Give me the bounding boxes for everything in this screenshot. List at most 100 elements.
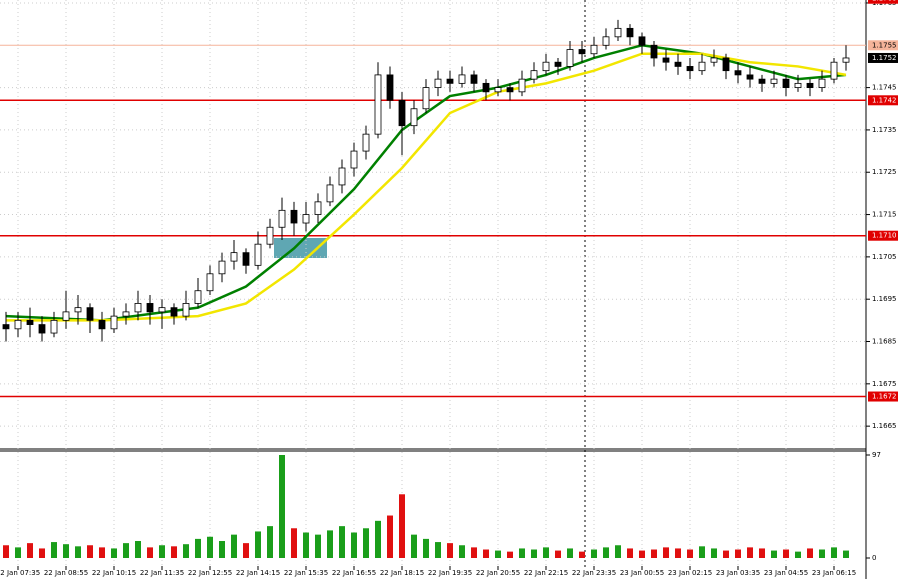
level-label-box: [868, 0, 898, 4]
volume-bar: [255, 531, 261, 558]
volume-bar: [135, 541, 141, 558]
volume-bar: [99, 547, 105, 558]
candle-body: [146, 303, 154, 313]
volume-bar: [687, 549, 693, 558]
volume-bar: [519, 548, 525, 558]
volume-bar: [543, 547, 549, 558]
x-tick-label: 22 Jan 14:15: [236, 569, 280, 577]
last-price-label: 1.1752: [872, 54, 897, 62]
volume-bar: [291, 528, 297, 558]
candle-body: [50, 319, 58, 334]
candle-body: [122, 311, 130, 317]
volume-bar: [303, 532, 309, 558]
last-price-box: [868, 52, 898, 63]
volume-bar: [471, 547, 477, 558]
y-tick-label: 1.1705: [872, 253, 897, 261]
x-tick-label: 22 Jan 16:55: [332, 569, 376, 577]
y-tick-label: 1.1695: [872, 295, 897, 303]
candle-body: [290, 209, 298, 224]
volume-bar: [387, 515, 393, 558]
level-label: 1.1766: [872, 0, 897, 3]
volume-bar: [795, 551, 801, 558]
volume-bar: [819, 549, 825, 558]
volume-bar: [399, 494, 405, 558]
volume-bar: [447, 543, 453, 558]
volume-bar: [159, 545, 165, 558]
candle-body: [614, 27, 622, 38]
candle-body: [242, 252, 250, 266]
volume-bar: [555, 550, 561, 558]
candle-body: [590, 44, 598, 55]
candle-body: [38, 324, 46, 334]
candle-body: [458, 74, 466, 84]
candle-body: [278, 209, 286, 228]
candle-body: [842, 57, 850, 63]
volume-bar: [183, 544, 189, 558]
candle-body: [446, 78, 454, 84]
candle-body: [206, 273, 214, 292]
volume-bar: [279, 455, 285, 558]
volume-bar: [459, 545, 465, 558]
x-tick-label: 22 Jan 12:55: [188, 569, 232, 577]
volume-bar: [639, 550, 645, 558]
candle-body: [398, 99, 406, 127]
level-label: 1.1755: [872, 41, 897, 49]
volume-bar: [207, 536, 213, 558]
volume-bar: [735, 549, 741, 558]
candle-body: [26, 319, 34, 325]
y-tick-label: 1.1665: [872, 422, 897, 430]
x-tick-label: 22 Jan 23:35: [572, 569, 616, 577]
candle-body: [734, 70, 742, 76]
x-tick-label: 22 Jan 11:35: [140, 569, 184, 577]
volume-bar: [363, 528, 369, 558]
candle-body: [74, 307, 82, 313]
candle-body: [314, 201, 322, 215]
volume-tick-label: 97: [872, 451, 881, 459]
volume-bar: [783, 549, 789, 558]
candle-body: [542, 61, 550, 72]
volume-bar: [747, 547, 753, 558]
candle-body: [698, 61, 706, 72]
volume-bar: [111, 548, 117, 558]
level-label-box: [868, 230, 898, 241]
volume-bar: [831, 547, 837, 558]
level-label: 1.1710: [872, 232, 897, 240]
candle-body: [326, 184, 334, 203]
level-label: 1.1742: [872, 96, 897, 104]
x-tick-label: 23 Jan 02:15: [668, 569, 712, 577]
volume-bar: [87, 545, 93, 558]
volume-bar: [531, 549, 537, 558]
volume-bar: [507, 551, 513, 558]
candle-body: [218, 260, 226, 275]
volume-bar: [39, 548, 45, 558]
x-tick-label: 23 Jan 06:15: [812, 569, 856, 577]
candle-body: [134, 303, 142, 313]
candle-body: [14, 319, 22, 330]
candle-body: [434, 78, 442, 88]
candle-body: [722, 57, 730, 72]
candle-body: [338, 167, 346, 186]
volume-bar: [327, 530, 333, 558]
x-tick-label: 22 Jan 22:15: [524, 569, 568, 577]
volume-bar: [3, 545, 9, 558]
candle-body: [410, 108, 418, 127]
x-tick-label: 22 Jan 19:35: [428, 569, 472, 577]
volume-bar: [63, 544, 69, 558]
volume-bar: [843, 550, 849, 558]
candle-body: [362, 133, 370, 152]
candle-body: [422, 87, 430, 110]
candle-body: [710, 57, 718, 63]
x-tick-label: 23 Jan 00:55: [620, 569, 664, 577]
volume-bar: [807, 548, 813, 558]
candle-body: [194, 290, 202, 304]
volume-bar: [627, 548, 633, 558]
volume-bar: [603, 547, 609, 558]
candle-body: [830, 61, 838, 80]
candle-body: [182, 303, 190, 317]
candle-body: [566, 49, 574, 67]
candle-body: [518, 78, 526, 93]
candle-body: [482, 82, 490, 93]
candle-body: [110, 315, 118, 330]
x-tick-label: 22 Jan 18:15: [380, 569, 424, 577]
